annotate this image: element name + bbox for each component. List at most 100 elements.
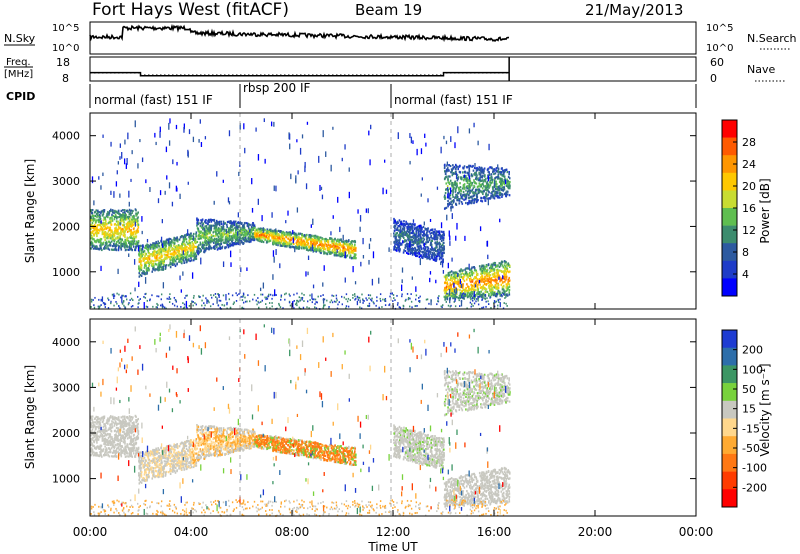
power-pixel: [484, 276, 487, 280]
frequency-line: [90, 57, 510, 81]
power-pixel: [205, 232, 208, 235]
power-pixel: [487, 193, 489, 196]
power-pixel: [96, 224, 99, 227]
power-pixel: [145, 261, 148, 264]
power-pixel: [153, 245, 156, 248]
power-pixel: [223, 230, 225, 233]
power-pixel: [476, 278, 479, 281]
power-pixel: [509, 184, 511, 187]
power-pixel: [156, 251, 158, 254]
power-pixel: [339, 238, 341, 241]
power-pixel: [505, 293, 508, 296]
power-pixel: [193, 258, 196, 261]
power-pixel: [412, 229, 414, 233]
power-pixel: [433, 256, 436, 259]
power-pixel: [496, 196, 499, 199]
power-pixel: [176, 236, 178, 239]
power-pixel: [220, 240, 222, 243]
power-pixel: [331, 239, 334, 243]
power-pixel: [476, 188, 479, 191]
power-pixel: [476, 166, 478, 170]
power-pixel: [228, 239, 231, 242]
power-pixel: [468, 289, 470, 292]
power-pixel: [189, 237, 192, 240]
power-pixel: [234, 240, 237, 243]
cpid-strip: CPID normal (fast) 151 IF rbsp 200 IF no…: [6, 81, 697, 108]
power-pixel: [456, 165, 458, 168]
power-pixel: [148, 255, 151, 258]
power-pixel: [459, 294, 462, 297]
power-pixel: [158, 262, 160, 265]
power-pixel: [183, 238, 186, 241]
power-pixel: [462, 190, 465, 194]
power-pixel: [154, 257, 156, 260]
power-pixel: [314, 243, 317, 246]
power-pixel: [492, 187, 494, 191]
power-pixel: [209, 237, 212, 241]
power-pixel: [484, 188, 487, 191]
power-pixel: [346, 248, 348, 251]
power-pixel: [192, 232, 195, 236]
power-pixel: [254, 232, 256, 235]
power-pixel: [508, 183, 510, 186]
power-pixel: [113, 244, 115, 247]
power-pixel: [178, 238, 181, 241]
power-pixel: [426, 255, 429, 259]
power-pixel: [153, 246, 155, 249]
power-pixel: [117, 236, 120, 239]
power-pixel: [499, 170, 501, 174]
power-pixel: [155, 245, 157, 248]
power-pixel: [491, 190, 494, 193]
power-pixel: [167, 250, 169, 254]
power-pixel: [310, 241, 312, 244]
power-pixel: [296, 236, 299, 239]
power-pixel: [215, 241, 217, 244]
power-pixel: [107, 233, 110, 236]
power-pixel: [466, 181, 469, 185]
power-pixel: [106, 232, 109, 235]
power-pixel: [177, 250, 179, 254]
power-pixel: [168, 246, 170, 249]
power-pixel: [197, 247, 200, 250]
power-pixel: [467, 274, 470, 277]
power-pixel: [407, 230, 410, 234]
power-pixel: [409, 222, 411, 226]
power-pixel: [176, 253, 178, 256]
power-pixel: [338, 246, 341, 249]
power-pixel: [199, 237, 202, 240]
power-pixel: [442, 230, 445, 234]
power-pixel: [502, 288, 505, 291]
power-pixel: [283, 242, 285, 245]
power-pixel: [494, 275, 496, 278]
power-pixel: [331, 250, 334, 253]
power-pixel: [484, 267, 486, 271]
power-pixel: [350, 244, 353, 247]
power-pixel: [336, 244, 339, 247]
power-pixel: [399, 225, 402, 228]
power-pixel: [502, 281, 504, 284]
power-pixel: [228, 244, 230, 247]
power-pixel: [473, 181, 476, 184]
power-pixel: [121, 244, 124, 248]
power-pixel: [494, 263, 496, 267]
power-pixel: [95, 241, 97, 244]
power-pixel: [429, 250, 432, 253]
power-pixel: [447, 294, 450, 297]
power-pixel: [250, 235, 253, 238]
power-pixel: [474, 198, 477, 201]
power-pixel: [452, 172, 454, 175]
power-pixel: [97, 220, 100, 223]
power-pixel: [454, 180, 456, 184]
power-pixel: [485, 182, 488, 185]
power-pixel: [116, 223, 119, 226]
power-pixel: [416, 242, 419, 246]
freq-panel: Freq. [MHz] 18 8 60 0 Nave: [4, 56, 785, 85]
power-pixel: [121, 238, 123, 241]
power-pixel: [458, 190, 461, 194]
power-pixel: [310, 234, 313, 237]
power-pixel: [210, 229, 213, 232]
power-pixel: [469, 278, 471, 281]
power-pixel: [412, 243, 414, 246]
power-pixel: [180, 255, 182, 258]
power-pixel: [124, 227, 127, 230]
